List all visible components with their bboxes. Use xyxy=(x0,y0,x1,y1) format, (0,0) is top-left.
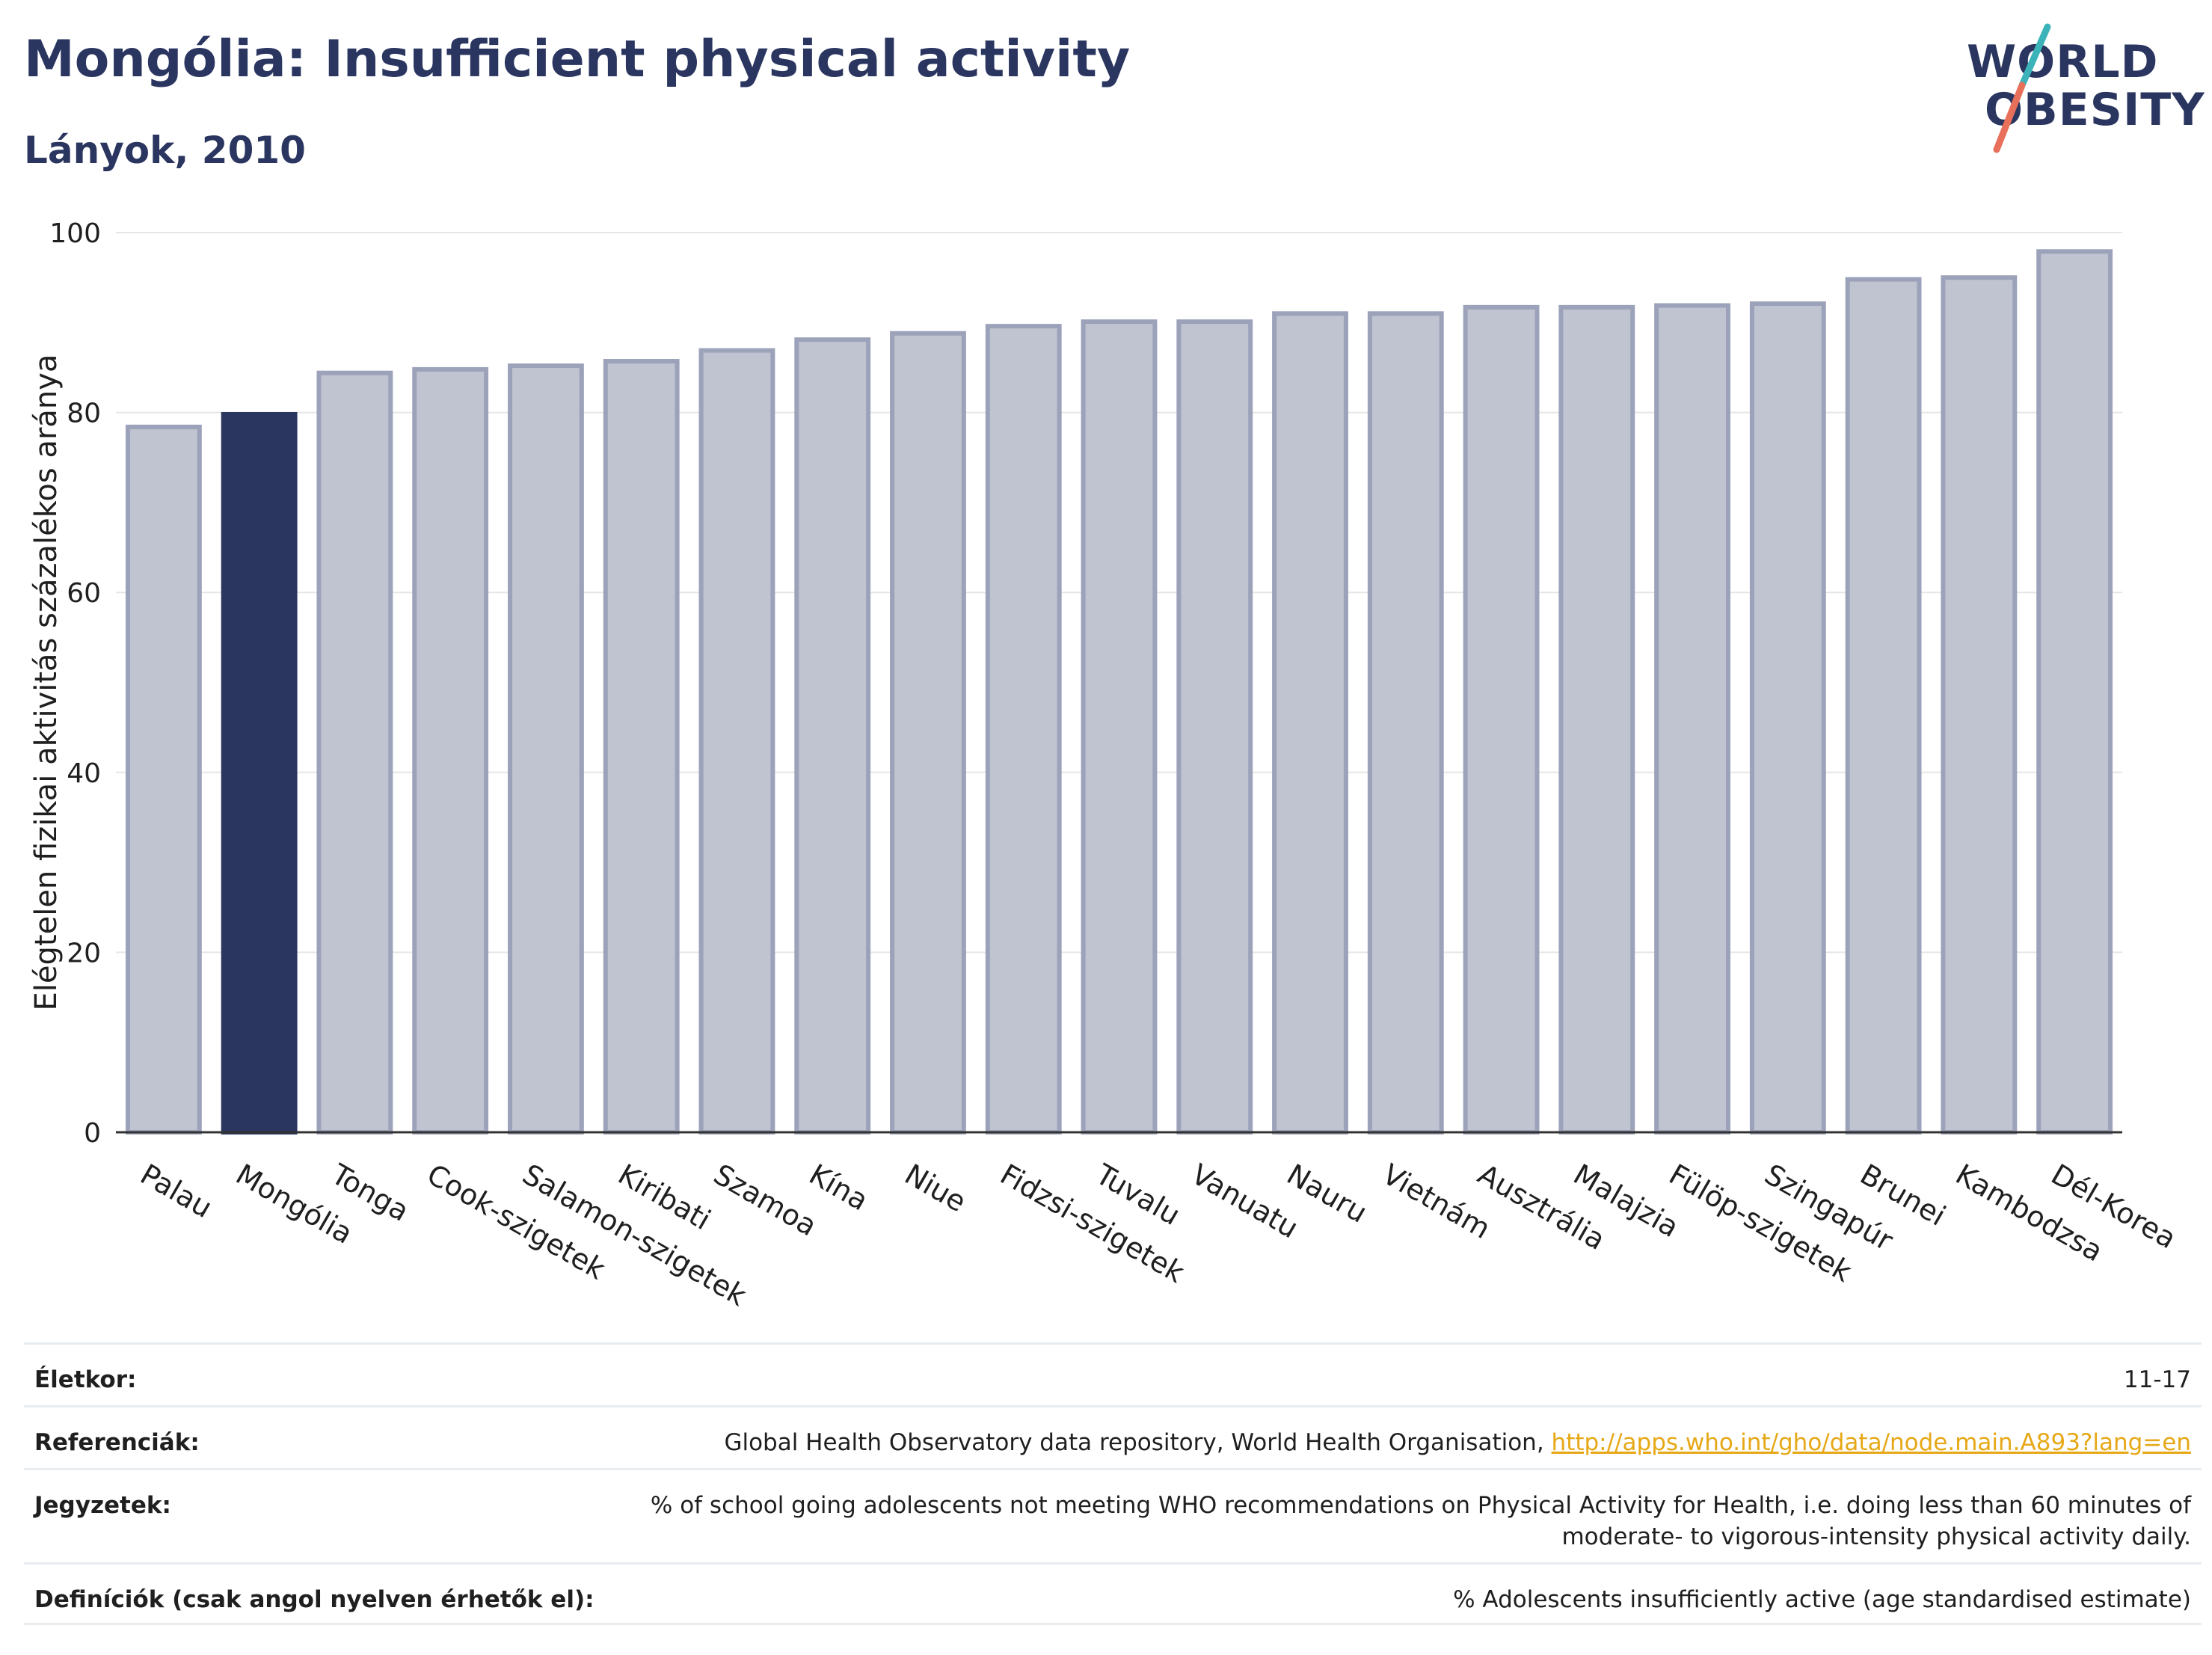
metadata-key: Definíciók (csak angol nyelven érhetők e… xyxy=(34,1586,595,1613)
bar xyxy=(794,337,871,1135)
y-tick-label: 100 xyxy=(49,218,101,249)
metadata-value-text: % of school going adolescents not meetin… xyxy=(650,1492,2191,1550)
bar xyxy=(1654,303,1730,1134)
world-obesity-logo: WORLD OBESITY xyxy=(1959,22,2205,157)
metadata-value-text: % Adolescents insufficiently active (age… xyxy=(1453,1586,2191,1613)
metadata-key: Referenciák: xyxy=(34,1429,200,1456)
x-category-label: Palau xyxy=(135,1158,218,1224)
bar xyxy=(1845,277,1922,1134)
bar xyxy=(1081,319,1158,1134)
chart-title: Mongólia: Insufficient physical activity xyxy=(24,30,1131,89)
y-tick-label: 0 xyxy=(84,1118,101,1149)
metadata-row: Jegyzetek: % of school going adolescents … xyxy=(24,1468,2202,1562)
metadata-key: Jegyzetek: xyxy=(34,1492,171,1519)
metadata-row: Referenciák: Global Health Observatory da… xyxy=(24,1405,2202,1468)
bar xyxy=(412,366,489,1134)
y-tick-label: 20 xyxy=(67,938,101,968)
bar xyxy=(1272,311,1348,1134)
bar xyxy=(1941,275,2018,1134)
y-tick-label: 60 xyxy=(67,578,101,609)
bar xyxy=(316,370,393,1134)
bar xyxy=(1367,311,1444,1134)
bar xyxy=(985,324,1062,1134)
logo-line-1: WORLD xyxy=(1967,36,2159,88)
x-category-label: Niue xyxy=(899,1158,971,1218)
bar xyxy=(890,331,966,1135)
x-category-label: Kína xyxy=(804,1158,874,1218)
bar xyxy=(1463,304,1540,1134)
y-tick-label: 80 xyxy=(67,399,101,429)
bar xyxy=(603,359,680,1134)
bar xyxy=(1176,319,1253,1134)
metadata-value: 11-17 xyxy=(2124,1364,2191,1395)
metadata-table: Életkor: 11-17 Referenciák: Global Health O… xyxy=(24,1342,2202,1625)
metadata-value-text: 11-17 xyxy=(2123,1366,2191,1393)
metadata-value: Global Health Observatory data repositor… xyxy=(724,1427,2191,1458)
bar xyxy=(698,348,775,1134)
y-tick-label: 40 xyxy=(67,758,101,789)
metadata-key: Életkor: xyxy=(34,1366,137,1393)
metadata-value: % Adolescents insufficiently active (age… xyxy=(1453,1584,2191,1615)
logo-slash-icon xyxy=(1993,23,2051,153)
bar-highlighted xyxy=(221,412,298,1135)
metadata-row: Életkor: 11-17 xyxy=(24,1342,2202,1405)
bar xyxy=(1749,301,1826,1135)
y-tick-labels: 0 20 40 60 80 100 xyxy=(49,218,101,1149)
x-category-label: Vanuatu xyxy=(1186,1158,1304,1244)
x-category-label: Vietnám xyxy=(1377,1158,1496,1245)
y-axis-label: Elégtelen fizikai aktivitás százalékos a… xyxy=(29,354,64,1011)
bars xyxy=(125,249,2113,1135)
bar xyxy=(508,363,584,1135)
x-category-label: Szamoa xyxy=(708,1158,823,1243)
bar xyxy=(2036,249,2113,1135)
metadata-row: Definíciók (csak angol nyelven érhetők e… xyxy=(24,1562,2202,1625)
bar xyxy=(125,424,202,1134)
bar xyxy=(1558,304,1635,1134)
metadata-value: % of school going adolescents not meetin… xyxy=(591,1490,2191,1553)
chart-subtitle: Lányok, 2010 xyxy=(24,129,306,172)
reference-link[interactable]: http://apps.who.int/gho/data/node.main.A… xyxy=(1551,1429,2191,1456)
metadata-value-text: Global Health Observatory data repositor… xyxy=(724,1429,1552,1456)
